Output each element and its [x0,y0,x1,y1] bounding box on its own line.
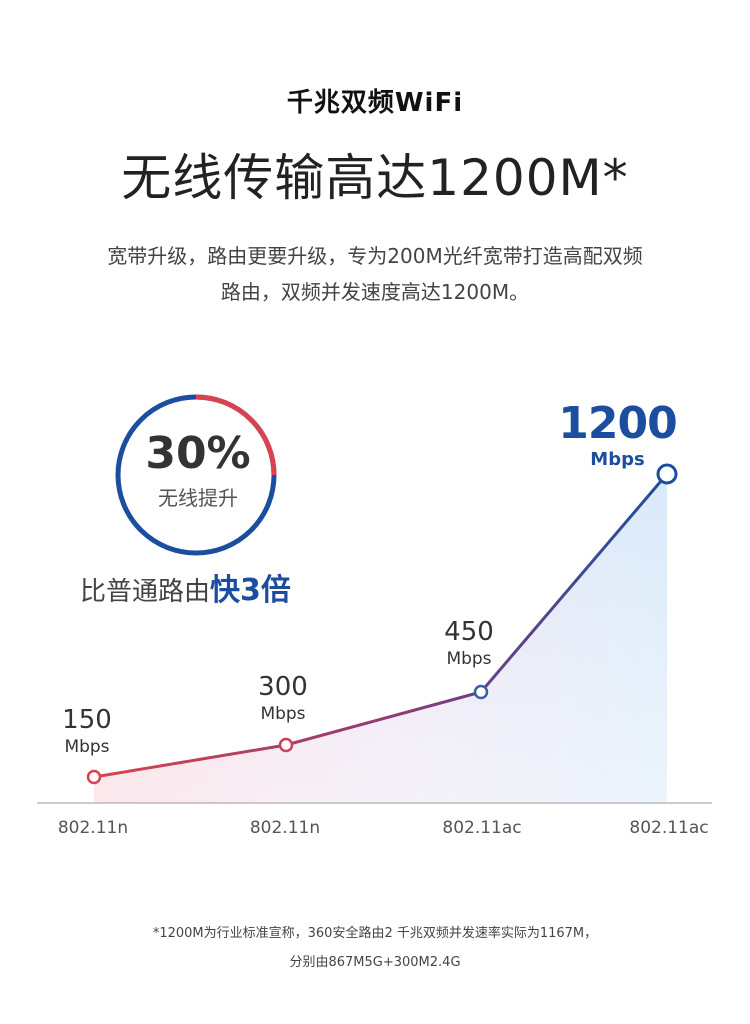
speed-chart [37,394,712,804]
footnote-line-1: *1200M为行业标准宣称，360安全路由2 千兆双频并发速率实际为1167M， [152,926,598,941]
data-label-2-value: 300 [258,672,308,702]
data-label-2-unit: Mbps [260,704,306,724]
data-label-3-unit: Mbps [446,649,492,669]
x-tick-label-1: 802.11n [57,818,129,838]
improvement-label: 无线提升 [158,486,238,510]
comparison-emphasis: 快3倍 [210,573,291,608]
x-tick-label-2: 802.11n [249,818,321,838]
comparison-text: 比普通路由快3倍 [80,565,291,609]
series-line [93,473,669,779]
data-label-1-value: 150 [62,705,112,735]
data-label-3-value: 450 [444,617,494,647]
description-line-1: 宽带升级，路由更要升级，专为200M光纤宽带打造高配双频 [107,244,643,268]
page-headline: 无线传输高达1200M* [121,149,629,207]
data-label-1-unit: Mbps [64,737,110,757]
description-line-2: 路由，双频并发速度高达1200M。 [220,280,530,304]
data-point-3 [473,684,489,700]
x-tick-label-4: 802.11ac [629,818,709,838]
improvement-percent: 30% [145,428,251,479]
data-point-4 [656,463,678,485]
data-point-2 [278,737,294,753]
data-point-1 [86,769,102,785]
footnote-line-2: 分别由867M5G+300M2.4G [289,955,461,970]
data-label-4-value: 1200 [558,398,677,449]
comparison-prefix: 比普通路由 [80,577,211,607]
chart-area-fade [94,474,667,803]
description: 宽带升级，路由更要升级，专为200M光纤宽带打造高配双频 路由，双频并发速度高达… [60,238,690,310]
data-label-4-unit: Mbps [590,449,645,470]
progress-ring-fill [195,394,277,476]
x-tick-label-3: 802.11ac [442,818,522,838]
page-subtitle: 千兆双频WiFi [286,88,464,118]
